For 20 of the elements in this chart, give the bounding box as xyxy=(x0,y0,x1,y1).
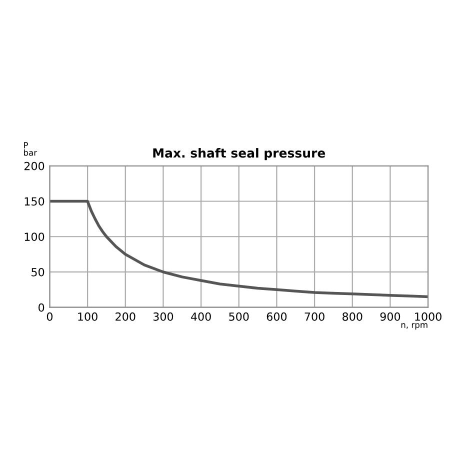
chart-title: Max. shaft seal pressure xyxy=(153,148,326,160)
x-tick-label: 600 xyxy=(266,312,287,321)
x-tick-label: 400 xyxy=(190,312,211,321)
y-tick-label: 50 xyxy=(32,268,44,276)
x-tick-label: 0 xyxy=(46,312,53,321)
x-tick-label: 100 xyxy=(78,312,98,321)
x-tick-label: 700 xyxy=(304,312,324,321)
y-axis-title: P bar xyxy=(24,142,38,156)
x-tick-label: 900 xyxy=(380,312,400,321)
y-tick-label: 150 xyxy=(24,197,44,206)
x-tick-label: 500 xyxy=(229,312,249,321)
x-tick-label: 800 xyxy=(342,312,362,321)
x-tick-label: 200 xyxy=(116,312,136,321)
x-tick-label: 300 xyxy=(153,312,174,321)
y-tick-label: 0 xyxy=(38,303,44,312)
x-axis-title: n, rpm xyxy=(401,323,428,330)
y-tick-label: 100 xyxy=(24,232,44,241)
line-series xyxy=(50,200,428,298)
y-tick-label: 200 xyxy=(24,162,44,170)
x-tick-label: 1000 xyxy=(415,312,442,321)
